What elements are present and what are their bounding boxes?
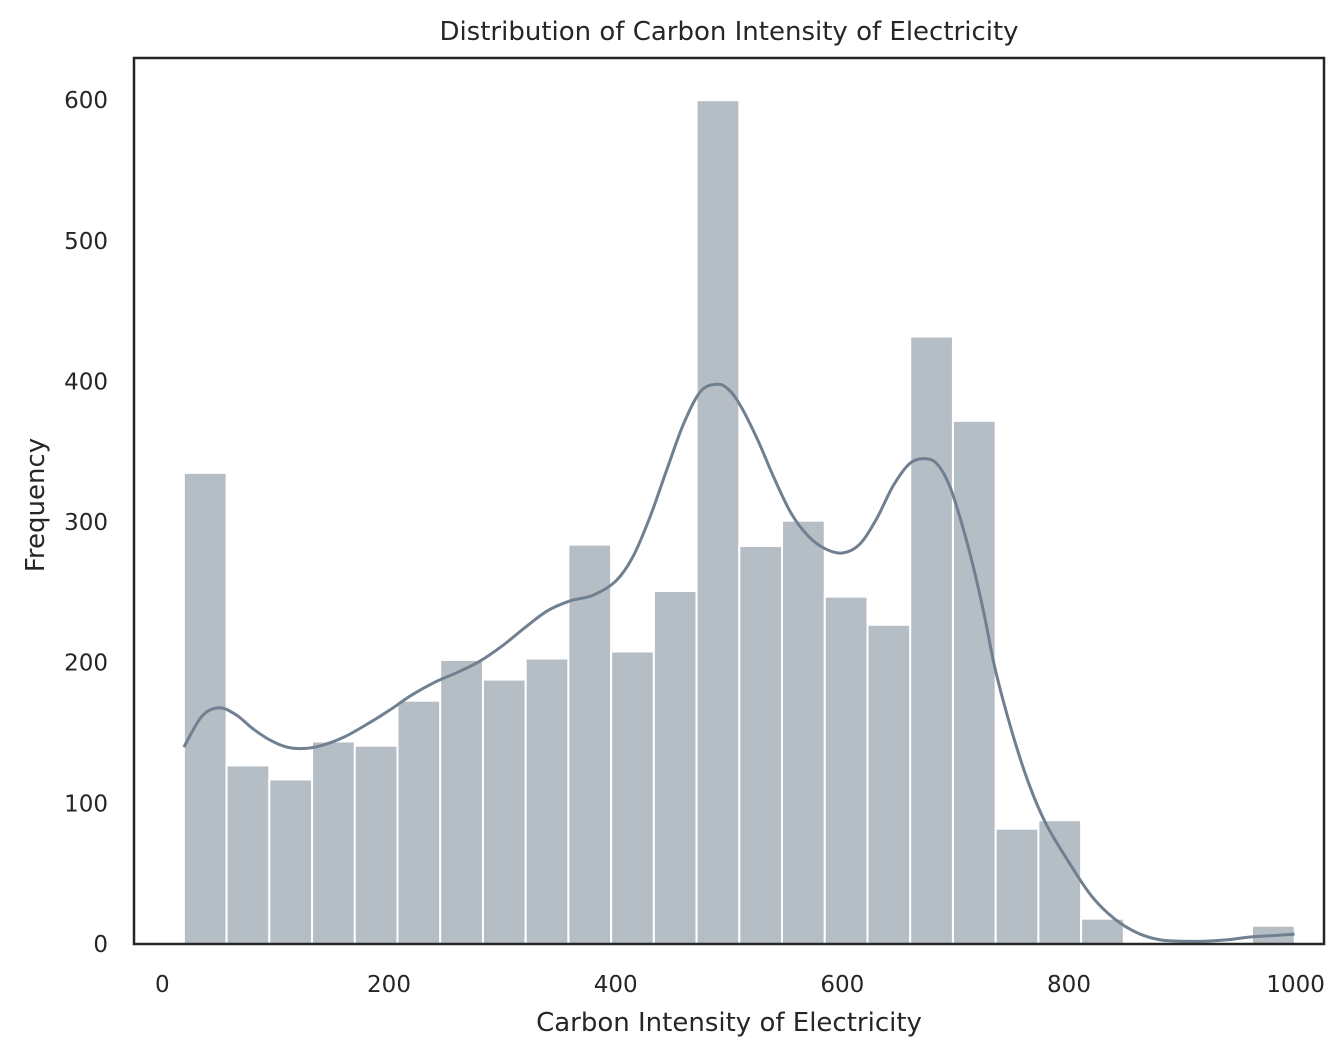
y-tick-label: 600 bbox=[64, 88, 108, 114]
x-tick-label: 0 bbox=[155, 972, 170, 998]
y-axis-title: Frequency bbox=[21, 438, 51, 572]
plot-frame bbox=[132, 56, 1326, 946]
y-tick-label: 400 bbox=[64, 369, 108, 395]
histogram-bar bbox=[481, 678, 527, 945]
histogram-bar bbox=[652, 590, 698, 945]
x-tick-label: 200 bbox=[367, 972, 411, 998]
x-tick-label: 800 bbox=[1047, 972, 1091, 998]
kde-group bbox=[182, 382, 1295, 943]
y-ticks-group: 0 100 200 300 400 500 600 bbox=[64, 88, 108, 958]
y-tick-label: 0 bbox=[93, 932, 108, 958]
x-ticks-group: 0 200 400 600 800 1000 bbox=[155, 972, 1325, 998]
y-tick-label: 100 bbox=[64, 791, 108, 817]
histogram-bar bbox=[567, 543, 613, 945]
x-axis-title: Carbon Intensity of Electricity bbox=[536, 1008, 922, 1038]
histogram-bar bbox=[439, 658, 484, 946]
histogram-bar bbox=[1037, 819, 1083, 945]
histogram-bar bbox=[994, 827, 1040, 946]
kde-line bbox=[182, 382, 1295, 943]
histogram-bar bbox=[524, 657, 570, 945]
histogram-bar bbox=[781, 519, 826, 945]
y-tick-label: 200 bbox=[64, 651, 108, 677]
histogram-bar bbox=[909, 335, 954, 945]
y-tick-label: 500 bbox=[64, 229, 108, 255]
histogram-bar bbox=[225, 764, 271, 946]
histogram-bar bbox=[311, 740, 356, 945]
histogram-bar bbox=[823, 595, 869, 946]
histogram-bar bbox=[695, 99, 741, 945]
x-tick-label: 600 bbox=[820, 972, 864, 998]
histogram-bar bbox=[738, 545, 784, 945]
histogram-bar bbox=[268, 778, 314, 946]
x-tick-label: 400 bbox=[594, 972, 638, 998]
histogram-bar bbox=[866, 623, 912, 945]
histogram-bar bbox=[951, 419, 997, 946]
histogram-bar bbox=[353, 744, 399, 946]
y-tick-label: 300 bbox=[64, 510, 108, 536]
histogram-bar bbox=[610, 650, 655, 945]
chart-title: Distribution of Carbon Intensity of Elec… bbox=[439, 17, 1018, 47]
bars-group bbox=[182, 99, 1296, 946]
histogram-bar bbox=[396, 699, 442, 946]
x-tick-label: 1000 bbox=[1266, 972, 1325, 998]
